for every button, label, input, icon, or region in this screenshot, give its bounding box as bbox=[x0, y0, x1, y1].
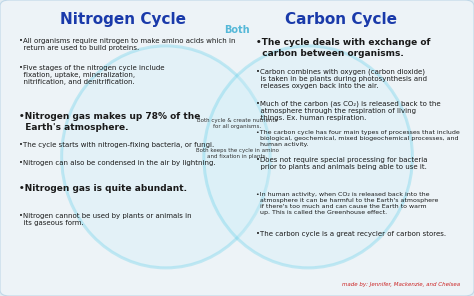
Text: Nitrogen Cycle: Nitrogen Cycle bbox=[60, 12, 186, 27]
Text: •Much of the carbon (as CO₂) is released back to the
  atmosphere through the re: •Much of the carbon (as CO₂) is released… bbox=[256, 101, 441, 121]
Text: •Nitrogen gas is quite abundant.: •Nitrogen gas is quite abundant. bbox=[19, 184, 187, 192]
Text: Carbon Cycle: Carbon Cycle bbox=[285, 12, 397, 27]
Text: Both: Both bbox=[224, 25, 250, 35]
Text: •Carbon combines with oxygen (carbon dioxide)
  is taken in be plants during pho: •Carbon combines with oxygen (carbon dio… bbox=[256, 68, 427, 89]
Ellipse shape bbox=[204, 46, 412, 268]
Text: •All organisms require nitrogen to make amino acids which in
  return are used t: •All organisms require nitrogen to make … bbox=[19, 38, 236, 52]
Text: •Nitrogen can also be condensed in the air by lightning.: •Nitrogen can also be condensed in the a… bbox=[19, 160, 216, 166]
Text: •Nitrogen cannot be used by plants or animals in
  its gaseous form.: •Nitrogen cannot be used by plants or an… bbox=[19, 213, 191, 226]
Text: Both cycle & create nutrients
for all organisms.: Both cycle & create nutrients for all or… bbox=[197, 118, 277, 129]
Text: •Five stages of the nitrogen cycle include
  fixation, uptake, mineralization,
 : •Five stages of the nitrogen cycle inclu… bbox=[19, 65, 164, 85]
Text: •The cycle starts with nitrogen-fixing bacteria, or fungi.: •The cycle starts with nitrogen-fixing b… bbox=[19, 142, 214, 148]
Text: •The cycle deals with exchange of
  carbon between organisms.: •The cycle deals with exchange of carbon… bbox=[256, 38, 430, 58]
Text: •The carbon cycle is a great recycler of carbon stores.: •The carbon cycle is a great recycler of… bbox=[256, 231, 446, 237]
Ellipse shape bbox=[62, 46, 270, 268]
Text: •In human activity, when CO₂ is released back into the
  atmosphere it can be ha: •In human activity, when CO₂ is released… bbox=[256, 192, 438, 215]
Text: •The carbon cycle has four main types of processes that include
  biological, ge: •The carbon cycle has four main types of… bbox=[256, 130, 460, 147]
Text: made by: Jennifer, Mackenzie, and Chelsea: made by: Jennifer, Mackenzie, and Chelse… bbox=[342, 282, 460, 287]
Text: Both keeps the cycle in amino
and fixation in plants.: Both keeps the cycle in amino and fixati… bbox=[195, 148, 279, 159]
Text: •Does not require special processing for bacteria
  prior to plants and animals : •Does not require special processing for… bbox=[256, 157, 428, 170]
Text: •Nitrogen gas makes up 78% of the
  Earth's atmosphere.: •Nitrogen gas makes up 78% of the Earth'… bbox=[19, 112, 201, 132]
